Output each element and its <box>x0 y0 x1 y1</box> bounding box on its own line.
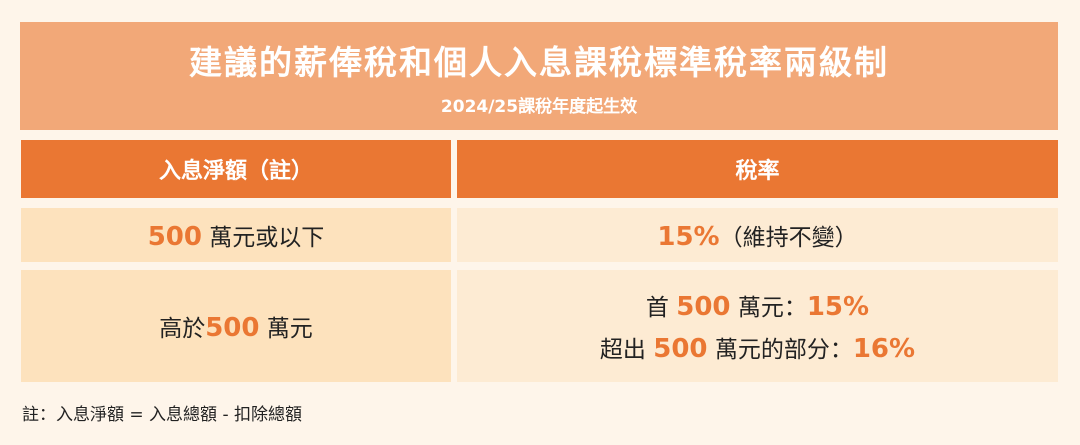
text: 高於 <box>159 316 206 342</box>
page-subtitle: 2024/25課稅年度起生效 <box>440 96 638 117</box>
amount: 500 <box>676 292 731 322</box>
row2-income: 高於500 萬元 <box>21 270 451 382</box>
row1-income: 500 萬元或以下 <box>21 208 451 262</box>
amount: 500 <box>653 334 708 364</box>
row1-rate: 15%（維持不變） <box>457 208 1058 262</box>
footnote: 註：入息淨額 = 入息總額 - 扣除總額 <box>22 405 302 425</box>
text: 超出 <box>599 337 654 363</box>
text: （維持不變） <box>719 225 858 251</box>
amount: 500 <box>147 222 202 252</box>
text: 首 <box>645 295 677 321</box>
title-banner: 建議的薪俸稅和個人入息課稅標準稅率兩級制 2024/25課稅年度起生效 <box>20 22 1058 130</box>
text: 萬元或以下 <box>201 225 325 251</box>
amount: 500 <box>205 313 260 343</box>
page-title: 建議的薪俸稅和個人入息課稅標準稅率兩級制 <box>189 42 889 82</box>
rate: 15% <box>806 292 870 322</box>
header-net-income: 入息淨額（註） <box>21 140 451 198</box>
rate: 16% <box>852 334 916 364</box>
row2-rate: 首 500 萬元：15% 超出 500 萬元的部分：16% <box>457 270 1058 382</box>
rate: 15% <box>657 222 720 252</box>
text: 萬元的部分： <box>707 337 853 363</box>
text: 萬元： <box>730 295 807 321</box>
text: 萬元 <box>259 316 313 342</box>
header-tax-rate: 稅率 <box>457 140 1058 198</box>
